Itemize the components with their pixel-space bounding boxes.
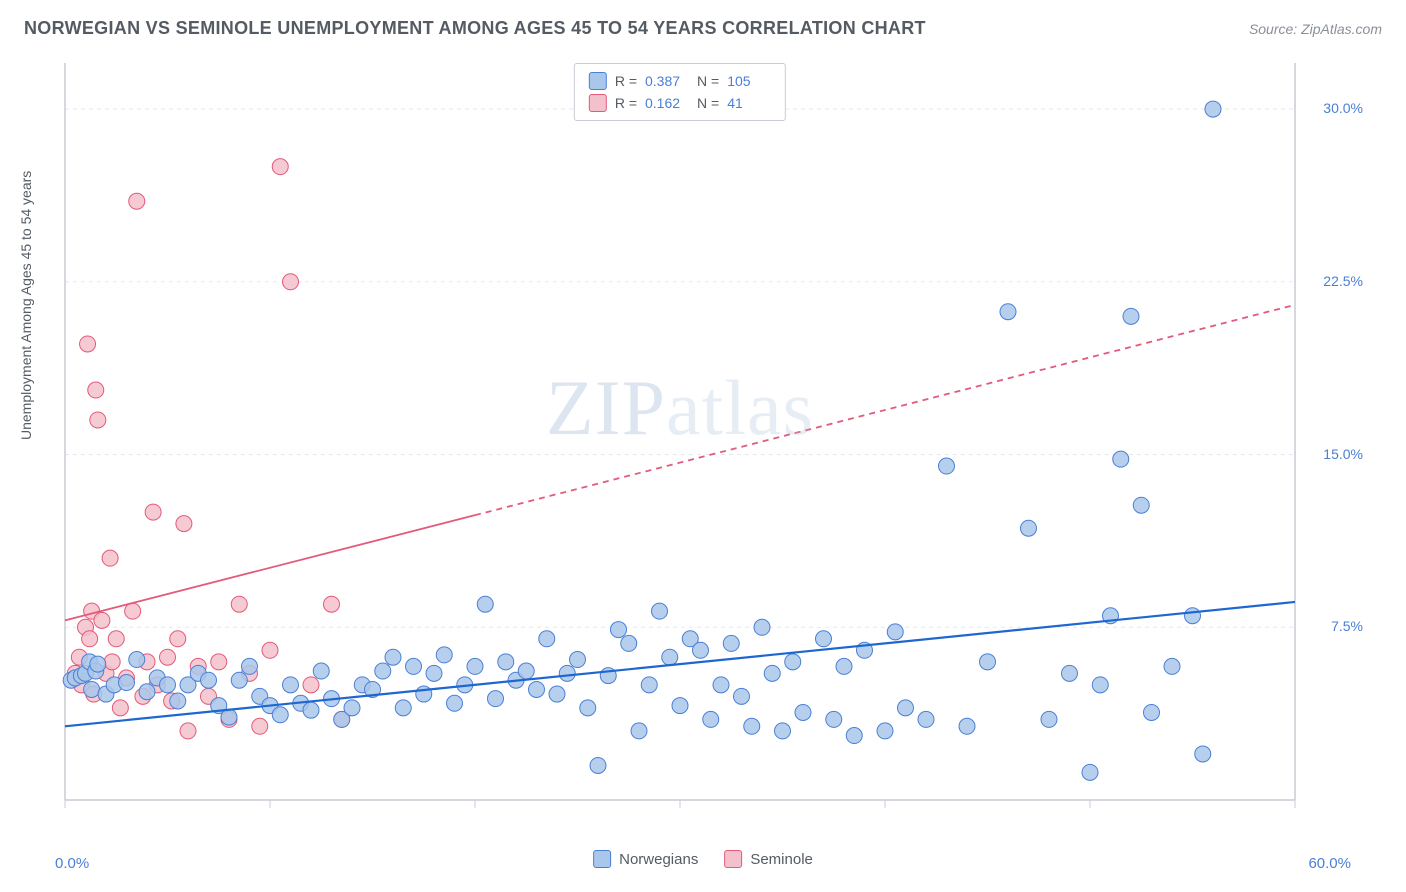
n-label: N = bbox=[697, 73, 719, 89]
r-value-norwegians: 0.387 bbox=[645, 73, 689, 89]
y-tick-label: 22.5% bbox=[1323, 273, 1363, 289]
y-tick-label: 30.0% bbox=[1323, 100, 1363, 116]
legend-swatch-norwegians bbox=[593, 850, 611, 868]
swatch-norwegians bbox=[589, 72, 607, 90]
series-legend: Norwegians Seminole bbox=[593, 850, 813, 868]
legend-item-seminole: Seminole bbox=[724, 850, 813, 868]
legend-row-seminole: R = 0.162 N = 41 bbox=[589, 92, 771, 114]
legend-swatch-seminole bbox=[724, 850, 742, 868]
chart-header: NORWEGIAN VS SEMINOLE UNEMPLOYMENT AMONG… bbox=[24, 18, 1382, 39]
n-value-norwegians: 105 bbox=[727, 73, 771, 89]
legend-item-norwegians: Norwegians bbox=[593, 850, 698, 868]
r-value-seminole: 0.162 bbox=[645, 95, 689, 111]
x-axis-min-label: 0.0% bbox=[55, 855, 89, 872]
y-tick-label: 15.0% bbox=[1323, 446, 1363, 462]
swatch-seminole bbox=[589, 94, 607, 112]
legend-label-seminole: Seminole bbox=[750, 851, 813, 868]
scatter-svg bbox=[55, 58, 1305, 818]
chart-title: NORWEGIAN VS SEMINOLE UNEMPLOYMENT AMONG… bbox=[24, 18, 926, 39]
y-tick-label: 7.5% bbox=[1331, 618, 1363, 634]
n-value-seminole: 41 bbox=[727, 95, 771, 111]
x-axis-max-label: 60.0% bbox=[1308, 855, 1351, 872]
chart-plot-area: ZIPatlas R = 0.387 N = 105 R = 0.162 N =… bbox=[55, 58, 1305, 818]
r-label: R = bbox=[615, 95, 637, 111]
legend-label-norwegians: Norwegians bbox=[619, 851, 698, 868]
source-attribution: Source: ZipAtlas.com bbox=[1249, 21, 1382, 37]
n-label: N = bbox=[697, 95, 719, 111]
y-axis-title: Unemployment Among Ages 45 to 54 years bbox=[18, 171, 34, 440]
legend-row-norwegians: R = 0.387 N = 105 bbox=[589, 70, 771, 92]
r-label: R = bbox=[615, 73, 637, 89]
correlation-legend: R = 0.387 N = 105 R = 0.162 N = 41 bbox=[574, 63, 786, 121]
